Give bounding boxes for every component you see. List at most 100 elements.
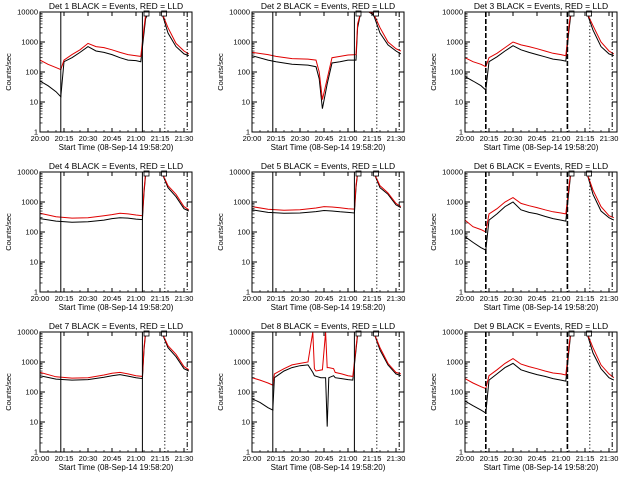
saturation-marker <box>143 10 150 17</box>
x-tick-label: 21:15 <box>576 134 595 143</box>
x-tick-label: 21:30 <box>600 454 619 463</box>
y-axis-label: Counts/sec <box>429 53 438 91</box>
saturation-marker <box>355 170 362 177</box>
y-tick-label: 1 <box>246 288 250 297</box>
x-tick-label: 21:15 <box>363 134 382 143</box>
y-tick-label: 1 <box>34 448 38 457</box>
x-tick-label: 21:15 <box>363 454 382 463</box>
saturation-marker <box>143 170 150 177</box>
y-tick-label: 100 <box>25 68 38 77</box>
x-tick-label: 20:45 <box>528 134 547 143</box>
x-tick-label: 21:00 <box>339 134 358 143</box>
x-tick-label: 21:00 <box>127 134 146 143</box>
x-tick-label: 20:30 <box>504 454 523 463</box>
lld-series-line <box>252 332 401 386</box>
y-tick-label: 1000 <box>233 198 250 207</box>
saturation-marker <box>373 330 380 337</box>
x-tick-label: 20:15 <box>55 454 74 463</box>
saturation-marker <box>586 330 592 337</box>
x-tick-label: 21:15 <box>151 454 170 463</box>
y-tick-label: 1000 <box>233 358 250 367</box>
y-tick-label: 1000 <box>21 198 38 207</box>
x-tick-label: 21:30 <box>175 294 194 303</box>
x-tick-label: 20:45 <box>315 134 334 143</box>
x-tick-label: 20:15 <box>55 134 74 143</box>
x-tick-label: 20:00 <box>243 454 262 463</box>
x-tick-label: 21:15 <box>576 294 595 303</box>
lld-series-line <box>465 332 615 390</box>
y-tick-label: 100 <box>25 388 38 397</box>
x-axis-label: Start Time (08-Sep-14 19:58:20) <box>484 303 599 312</box>
lld-series-line <box>40 332 190 379</box>
events-series-line <box>252 332 401 427</box>
x-tick-label: 21:15 <box>576 454 595 463</box>
x-axis-label: Start Time (08-Sep-14 19:58:20) <box>271 303 386 312</box>
panel-title: Det 9 BLACK = Events, RED = LLD <box>474 321 608 331</box>
events-series-line <box>465 12 614 92</box>
events-series-line <box>40 172 190 223</box>
y-axis-label: Counts/sec <box>429 213 438 251</box>
saturation-marker <box>161 330 168 337</box>
x-tick-label: 20:15 <box>55 294 74 303</box>
y-axis-label: Counts/sec <box>4 53 13 91</box>
x-tick-label: 21:00 <box>127 454 146 463</box>
y-tick-label: 1 <box>246 128 250 137</box>
y-tick-label: 1 <box>459 128 463 137</box>
lld-series-line <box>252 172 402 211</box>
panel-title: Det 6 BLACK = Events, RED = LLD <box>474 161 608 171</box>
detector-panel-3: Det 3 BLACK = Events, RED = LLD 20:00 20:1… <box>429 1 618 152</box>
y-tick-label: 1000 <box>21 38 38 47</box>
lld-series-line <box>465 12 615 68</box>
x-tick-label: 21:15 <box>151 294 170 303</box>
saturation-marker <box>586 170 592 177</box>
y-tick-label: 100 <box>237 228 250 237</box>
y-tick-label: 1000 <box>446 358 463 367</box>
x-axis-label: Start Time (08-Sep-14 19:58:20) <box>59 303 174 312</box>
y-tick-label: 100 <box>237 68 250 77</box>
events-series-line <box>465 172 615 251</box>
y-tick-label: 10000 <box>442 168 463 177</box>
x-tick-label: 20:15 <box>267 294 286 303</box>
x-tick-label: 21:15 <box>363 294 382 303</box>
detector-panel-5: Det 5 BLACK = Events, RED = LLD 20:00 20:1… <box>216 161 405 312</box>
lld-series-line <box>252 12 402 100</box>
y-tick-label: 10 <box>455 98 463 107</box>
panel-title: Det 4 BLACK = Events, RED = LLD <box>49 161 183 171</box>
x-tick-label: 21:30 <box>387 294 406 303</box>
x-axis-label: Start Time (08-Sep-14 19:58:20) <box>484 143 599 152</box>
x-tick-label: 20:45 <box>315 294 334 303</box>
y-tick-label: 10 <box>30 98 38 107</box>
lld-series-line <box>465 172 614 233</box>
y-tick-label: 10 <box>242 98 250 107</box>
y-tick-label: 10 <box>242 418 250 427</box>
panel-title: Det 2 BLACK = Events, RED = LLD <box>261 1 395 11</box>
y-tick-label: 1 <box>34 128 38 137</box>
x-tick-label: 20:45 <box>315 454 334 463</box>
saturation-marker <box>568 330 575 337</box>
x-tick-label: 20:45 <box>528 294 547 303</box>
detector-panel-2: Det 2 BLACK = Events, RED = LLD 20:00 20:1… <box>216 1 405 152</box>
panel-title: Det 1 BLACK = Events, RED = LLD <box>49 1 183 11</box>
x-axis-label: Start Time (08-Sep-14 19:58:20) <box>59 143 174 152</box>
panel-title: Det 3 BLACK = Events, RED = LLD <box>474 1 608 11</box>
x-axis-label: Start Time (08-Sep-14 19:58:20) <box>271 143 386 152</box>
x-tick-label: 20:30 <box>291 454 310 463</box>
x-tick-label: 21:00 <box>339 454 358 463</box>
panel-title: Det 7 BLACK = Events, RED = LLD <box>49 321 183 331</box>
x-tick-label: 21:30 <box>175 454 194 463</box>
x-tick-label: 21:00 <box>552 134 571 143</box>
detector-panel-4: Det 4 BLACK = Events, RED = LLD 20:00 20:1… <box>4 161 193 312</box>
y-tick-label: 10 <box>455 258 463 267</box>
y-tick-label: 10 <box>30 258 38 267</box>
saturation-marker <box>161 170 168 177</box>
y-tick-label: 10000 <box>229 328 250 337</box>
x-tick-label: 20:15 <box>480 454 499 463</box>
x-tick-label: 20:15 <box>480 134 499 143</box>
x-tick-label: 21:00 <box>339 294 358 303</box>
x-tick-label: 21:30 <box>175 134 194 143</box>
x-tick-label: 20:45 <box>103 134 122 143</box>
y-tick-label: 100 <box>237 388 250 397</box>
saturation-marker <box>355 10 362 17</box>
saturation-marker <box>568 10 575 17</box>
y-tick-label: 10000 <box>229 8 250 17</box>
